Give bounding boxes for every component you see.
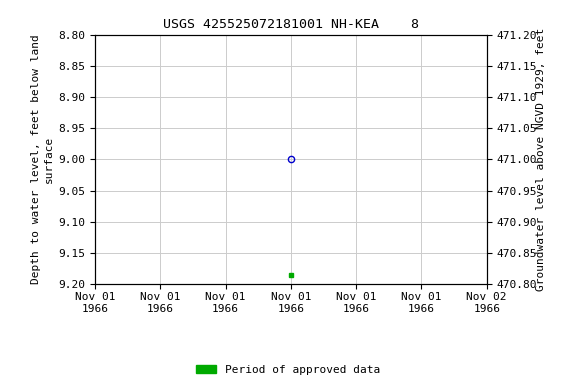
Y-axis label: Groundwater level above NGVD 1929, feet: Groundwater level above NGVD 1929, feet — [536, 28, 546, 291]
Legend: Period of approved data: Period of approved data — [196, 364, 380, 375]
Y-axis label: Depth to water level, feet below land
surface: Depth to water level, feet below land su… — [31, 35, 54, 284]
Title: USGS 425525072181001 NH-KEA    8: USGS 425525072181001 NH-KEA 8 — [163, 18, 419, 31]
